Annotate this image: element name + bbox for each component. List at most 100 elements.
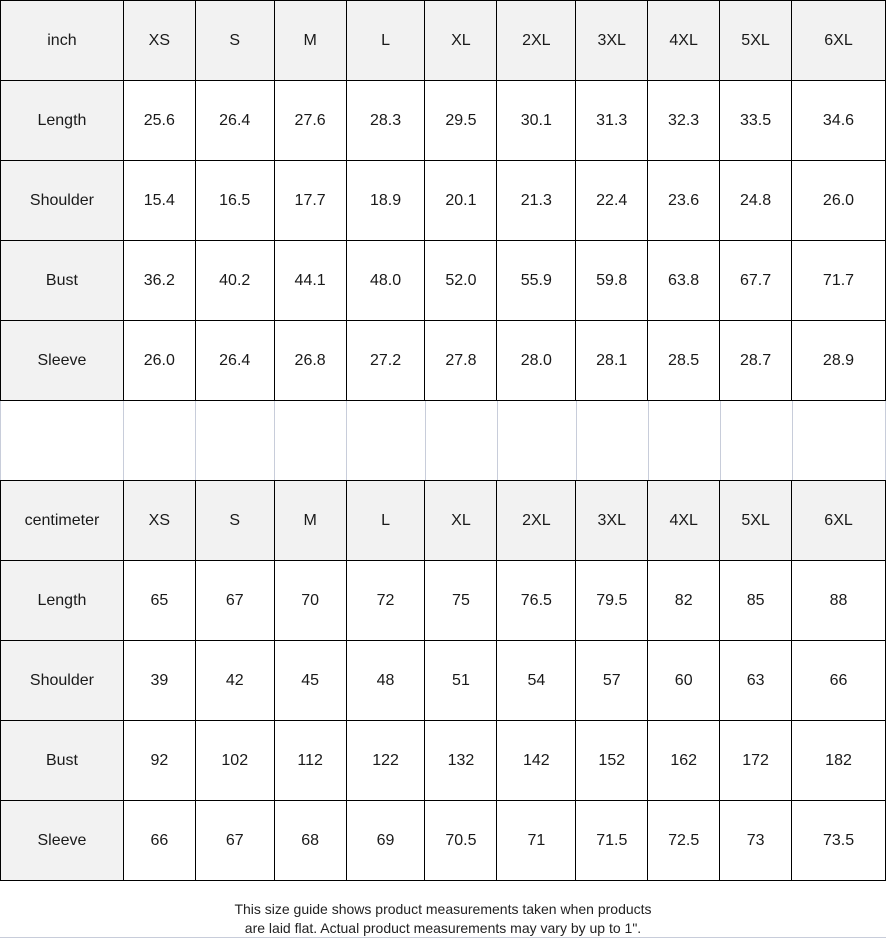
gap-gridline — [195, 401, 196, 480]
measurement-value: 29.5 — [424, 80, 498, 161]
measurement-value: 39 — [122, 640, 196, 721]
table-row: Bust 36.2 40.2 44.1 48.0 52.0 55.9 59.8 63.8 67.7… — [0, 240, 886, 321]
measurement-value: 67 — [194, 560, 275, 641]
measurement-value: 142 — [496, 720, 577, 801]
measurement-value: 48 — [345, 640, 426, 721]
measurement-value: 72.5 — [647, 800, 721, 881]
measurement-value: 30.1 — [496, 80, 577, 161]
table-row: Sleeve 26.0 26.4 26.8 27.2 27.8 28.0 28.1 28.5 28… — [0, 320, 886, 401]
measurement-value: 75 — [424, 560, 498, 641]
table-row: Length 25.6 26.4 27.6 28.3 29.5 30.1 31.3 32.3 33… — [0, 80, 886, 161]
size-header: 3XL — [575, 0, 649, 81]
measurement-value: 26.4 — [194, 80, 275, 161]
size-header: S — [194, 480, 275, 561]
measurement-value: 79.5 — [575, 560, 649, 641]
measurement-label: Sleeve — [0, 320, 124, 401]
gap-gridline — [346, 401, 347, 480]
measurement-value: 63 — [719, 640, 793, 721]
gap-gridline — [274, 401, 275, 480]
measurement-value: 25.6 — [122, 80, 196, 161]
gap-gridline — [123, 401, 124, 480]
size-header: XS — [122, 0, 196, 81]
gap-gridline — [648, 401, 649, 480]
measurement-value: 55.9 — [496, 240, 577, 321]
size-header: XS — [122, 480, 196, 561]
measurement-value: 68 — [273, 800, 347, 881]
measurement-value: 23.6 — [647, 160, 721, 241]
measurement-value: 65 — [122, 560, 196, 641]
measurement-value: 26.4 — [194, 320, 275, 401]
measurement-value: 57 — [575, 640, 649, 721]
measurement-value: 122 — [345, 720, 426, 801]
measurement-value: 22.4 — [575, 160, 649, 241]
size-header: 4XL — [647, 0, 721, 81]
measurement-label: Bust — [0, 240, 124, 321]
unit-label: inch — [0, 0, 124, 81]
table-row: Shoulder 39 42 45 48 51 54 57 60 63 66 — [0, 640, 886, 721]
measurement-value: 132 — [424, 720, 498, 801]
measurement-value: 15.4 — [122, 160, 196, 241]
size-header: M — [273, 0, 347, 81]
measurement-value: 73 — [719, 800, 793, 881]
header-row: centimeter XS S M L XL 2XL 3XL 4XL 5XL 6XL — [0, 480, 886, 561]
size-header: 2XL — [496, 480, 577, 561]
measurement-label: Bust — [0, 720, 124, 801]
table-row: Bust 92 102 112 122 132 142 152 162 172 182 — [0, 720, 886, 801]
measurement-value: 76.5 — [496, 560, 577, 641]
measurement-value: 27.6 — [273, 80, 347, 161]
measurement-label: Sleeve — [0, 800, 124, 881]
measurement-value: 20.1 — [424, 160, 498, 241]
measurement-value: 69 — [345, 800, 426, 881]
measurement-value: 32.3 — [647, 80, 721, 161]
measurement-value: 28.5 — [647, 320, 721, 401]
measurement-value: 54 — [496, 640, 577, 721]
size-header: XL — [424, 480, 498, 561]
size-guide-note: This size guide shows product measuremen… — [0, 900, 886, 938]
size-header: L — [345, 480, 426, 561]
measurement-value: 162 — [647, 720, 721, 801]
measurement-value: 27.8 — [424, 320, 498, 401]
measurement-label: Shoulder — [0, 640, 124, 721]
size-header: 4XL — [647, 480, 721, 561]
measurement-value: 182 — [791, 720, 886, 801]
measurement-value: 33.5 — [719, 80, 792, 161]
measurement-value: 71.7 — [790, 240, 886, 321]
size-header: 3XL — [575, 480, 649, 561]
measurement-value: 60 — [647, 640, 721, 721]
measurement-value: 21.3 — [496, 160, 577, 241]
measurement-value: 63.8 — [647, 240, 721, 321]
measurement-value: 67.7 — [719, 240, 792, 321]
measurement-value: 28.0 — [496, 320, 577, 401]
measurement-value: 52.0 — [424, 240, 498, 321]
size-header: 6XL — [791, 480, 886, 561]
measurement-value: 42 — [194, 640, 275, 721]
measurement-value: 24.8 — [719, 160, 792, 241]
size-header: XL — [424, 0, 498, 81]
centimeter-size-table: centimeter XS S M L XL 2XL 3XL 4XL 5XL 6XL Length 65… — [0, 480, 886, 881]
measurement-value: 71.5 — [575, 800, 649, 881]
measurement-value: 27.2 — [345, 320, 426, 401]
gap-gridline — [720, 401, 721, 480]
measurement-value: 26.0 — [122, 320, 196, 401]
measurement-value: 82 — [647, 560, 721, 641]
size-header: 2XL — [496, 0, 577, 81]
size-header: 6XL — [790, 0, 886, 81]
gap-gridline — [425, 401, 426, 480]
measurement-value: 59.8 — [575, 240, 649, 321]
gap-gridline — [576, 401, 577, 480]
measurement-value: 72 — [345, 560, 426, 641]
size-header: L — [345, 0, 426, 81]
measurement-value: 34.6 — [790, 80, 886, 161]
measurement-value: 28.1 — [575, 320, 649, 401]
measurement-value: 66 — [791, 640, 886, 721]
measurement-label: Length — [0, 80, 124, 161]
measurement-value: 102 — [194, 720, 275, 801]
gap-gridline — [792, 401, 793, 480]
table-row: Sleeve 66 67 68 69 70.5 71 71.5 72.5 73 73.5 — [0, 800, 886, 881]
note-line-1: This size guide shows product measuremen… — [234, 901, 652, 917]
size-header: M — [273, 480, 347, 561]
measurement-value: 16.5 — [194, 160, 275, 241]
gap-gridline — [0, 401, 1, 480]
measurement-value: 88 — [791, 560, 886, 641]
gap-gridline — [497, 401, 498, 480]
